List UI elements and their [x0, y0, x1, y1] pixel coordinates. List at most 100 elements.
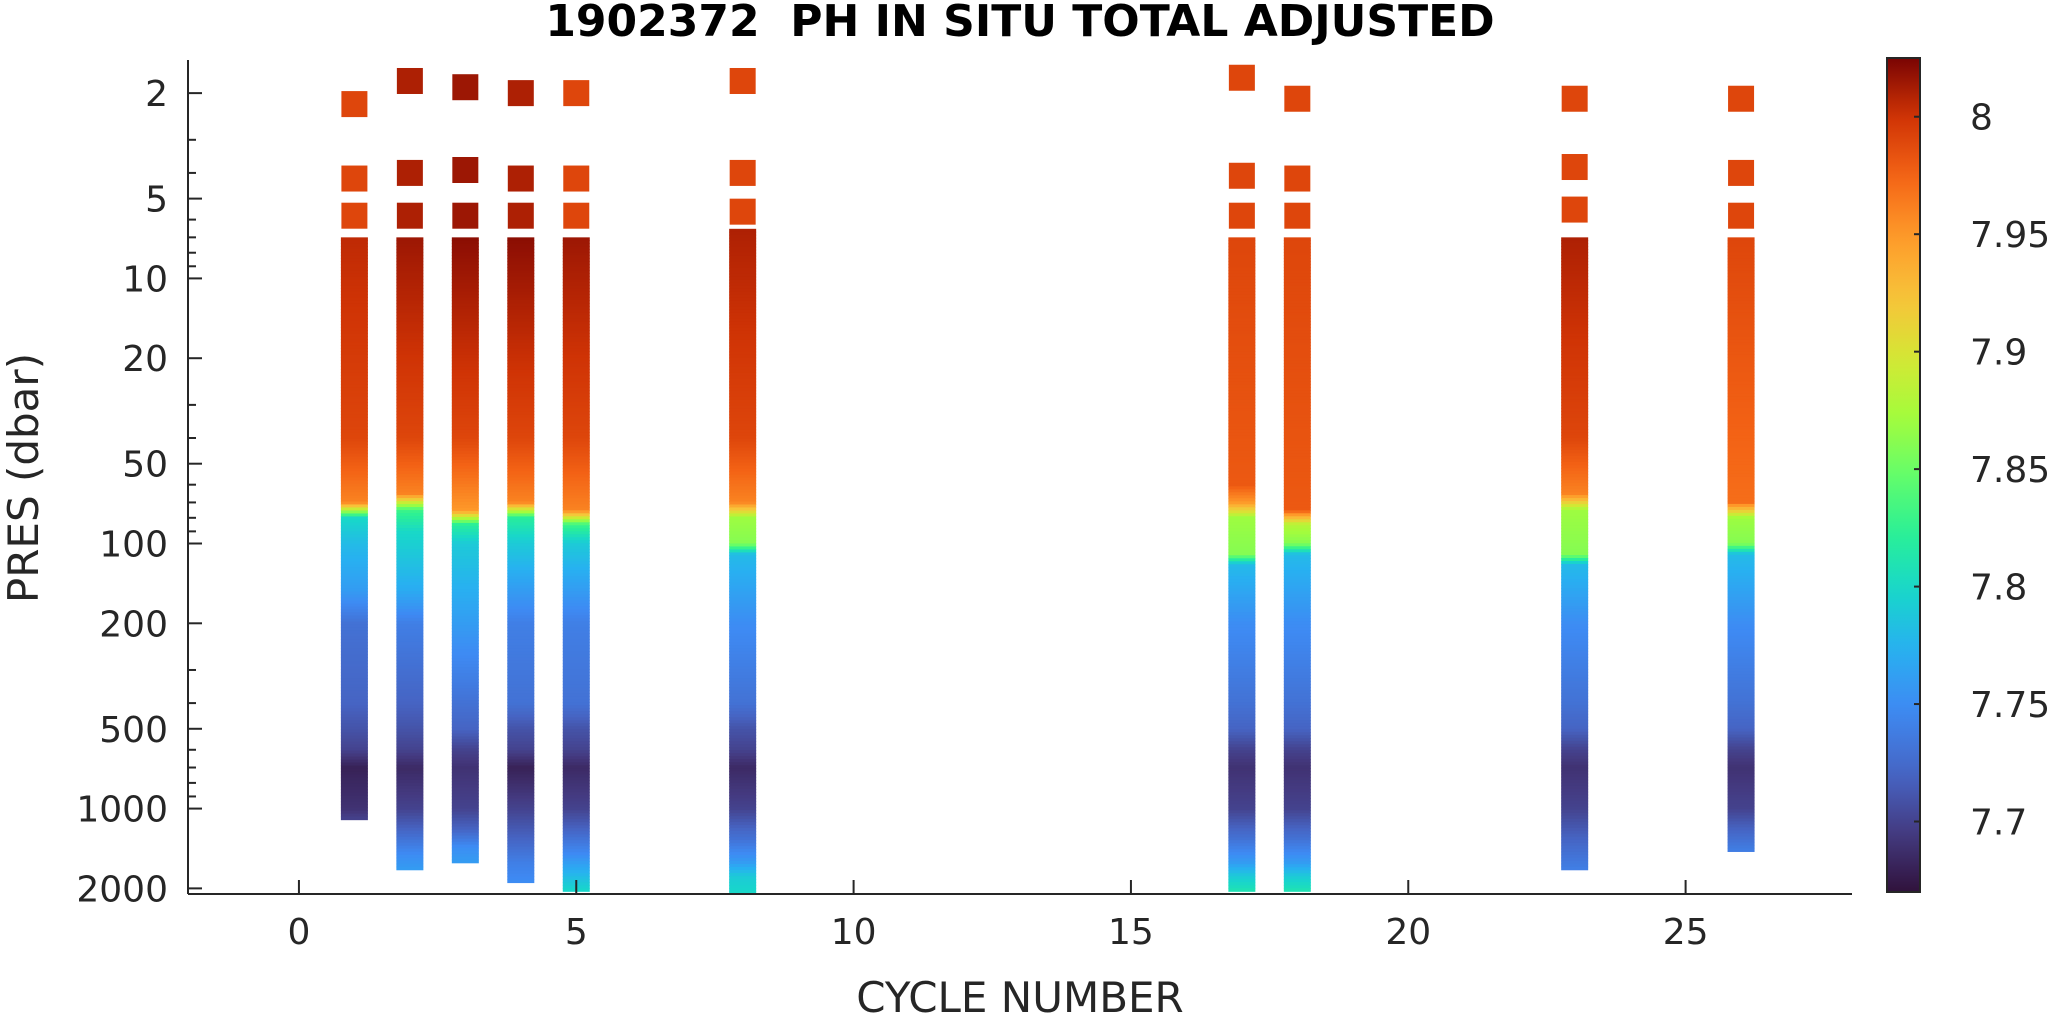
- profile-cell: [1561, 788, 1589, 793]
- profile-cell: [451, 754, 479, 759]
- profile-cell: [451, 402, 479, 407]
- profile-cell: [451, 859, 479, 864]
- profile-cell: [1561, 381, 1589, 385]
- profile-cell: [1561, 851, 1589, 856]
- profile-cell: [451, 330, 479, 335]
- profile-cell: [729, 267, 757, 272]
- profile-cell: [1228, 717, 1256, 721]
- profile-cell: [451, 339, 479, 344]
- profile-cell: [1727, 668, 1755, 673]
- profile-cell: [507, 867, 535, 872]
- profile-cell: [729, 378, 757, 383]
- profile-cell: [396, 462, 424, 466]
- profile-cell: [562, 477, 590, 481]
- profile-cell: [1228, 390, 1256, 394]
- profile-cell: [1561, 417, 1589, 421]
- profile-cell: [1727, 432, 1755, 436]
- profile-cell: [1727, 791, 1755, 796]
- profile-cell: [1561, 441, 1589, 445]
- profile-cell: [562, 351, 590, 355]
- profile-cell: [1228, 525, 1256, 529]
- profile-cell: [340, 630, 368, 635]
- profile-cell: [1283, 456, 1311, 460]
- profile-cell: [1228, 630, 1256, 634]
- profile-cell: [729, 867, 757, 871]
- profile-cell: [396, 860, 424, 865]
- surface-point: [729, 198, 756, 225]
- profile-cell: [396, 402, 424, 406]
- profile-cell: [340, 465, 368, 470]
- profile-cell: [1228, 642, 1256, 646]
- profile-cell: [451, 679, 479, 683]
- profile-cell: [396, 587, 424, 592]
- profile-cell: [729, 654, 757, 658]
- profile-cell: [1561, 501, 1589, 505]
- profile-cell: [451, 300, 479, 305]
- profile-cell: [451, 249, 479, 253]
- profile-cell: [1727, 725, 1755, 730]
- profile-cell: [729, 786, 757, 790]
- profile-cell: [1727, 800, 1755, 805]
- profile-cell: [1283, 372, 1311, 376]
- profile-cell: [1228, 606, 1256, 610]
- profile-cell: [729, 588, 757, 592]
- profile-cell: [340, 612, 368, 617]
- profile-cell: [451, 721, 479, 725]
- profile-cell: [562, 333, 590, 337]
- profile-cell: [562, 579, 590, 583]
- profile-cell: [340, 345, 368, 349]
- profile-cell: [507, 717, 535, 722]
- profile-cell: [1727, 521, 1755, 526]
- profile-cell: [396, 552, 424, 556]
- profile-cell: [340, 495, 368, 500]
- profile-cell: [1727, 635, 1755, 640]
- profile-cell: [729, 762, 757, 766]
- profile-cell: [396, 549, 424, 553]
- profile-cell: [1283, 462, 1311, 466]
- profile-cell: [340, 267, 368, 271]
- profile-cell: [729, 495, 757, 500]
- profile-cell: [1228, 252, 1256, 256]
- profile-cell: [562, 429, 590, 433]
- profile-cell: [507, 327, 535, 331]
- profile-cell: [562, 831, 590, 835]
- profile-cell: [451, 613, 479, 617]
- profile-cell: [507, 495, 535, 499]
- profile-cell: [1561, 396, 1589, 400]
- profile-cell: [1283, 384, 1311, 388]
- profile-cell: [396, 566, 424, 571]
- profile-cell: [507, 321, 535, 325]
- profile-cell: [451, 348, 479, 353]
- profile-cell: [562, 357, 590, 361]
- profile-cell: [451, 793, 479, 798]
- profile-cell: [1228, 366, 1256, 370]
- profile-cell: [507, 849, 535, 854]
- surface-point: [507, 202, 534, 229]
- profile-cell: [1561, 830, 1589, 835]
- profile-cell: [340, 654, 368, 659]
- profile-cell: [1228, 522, 1256, 526]
- profile-cell: [1283, 516, 1311, 520]
- profile-cell: [1283, 708, 1311, 712]
- profile-cell: [1283, 489, 1311, 493]
- profile-cell: [1561, 863, 1589, 868]
- profile-cell: [1283, 744, 1311, 748]
- profile-cell: [451, 291, 479, 296]
- profile-cell: [1561, 659, 1589, 664]
- profile-cell: [562, 606, 590, 610]
- profile-cell: [562, 432, 590, 436]
- profile-cell: [1228, 783, 1256, 787]
- profile-cell: [451, 264, 479, 269]
- profile-cell: [1561, 809, 1589, 814]
- profile-cell: [340, 462, 368, 467]
- profile-cell: [729, 444, 757, 449]
- colorbar-tick-label: 7.8: [1970, 568, 2027, 609]
- profile-cell: [1561, 288, 1589, 292]
- profile-cell: [340, 588, 368, 593]
- profile-cell: [396, 599, 424, 604]
- profile-cell: [1283, 879, 1311, 883]
- profile-cell: [1283, 258, 1311, 262]
- profile-cell: [729, 519, 757, 524]
- profile-cell: [507, 468, 535, 472]
- profile-cell: [1561, 608, 1589, 613]
